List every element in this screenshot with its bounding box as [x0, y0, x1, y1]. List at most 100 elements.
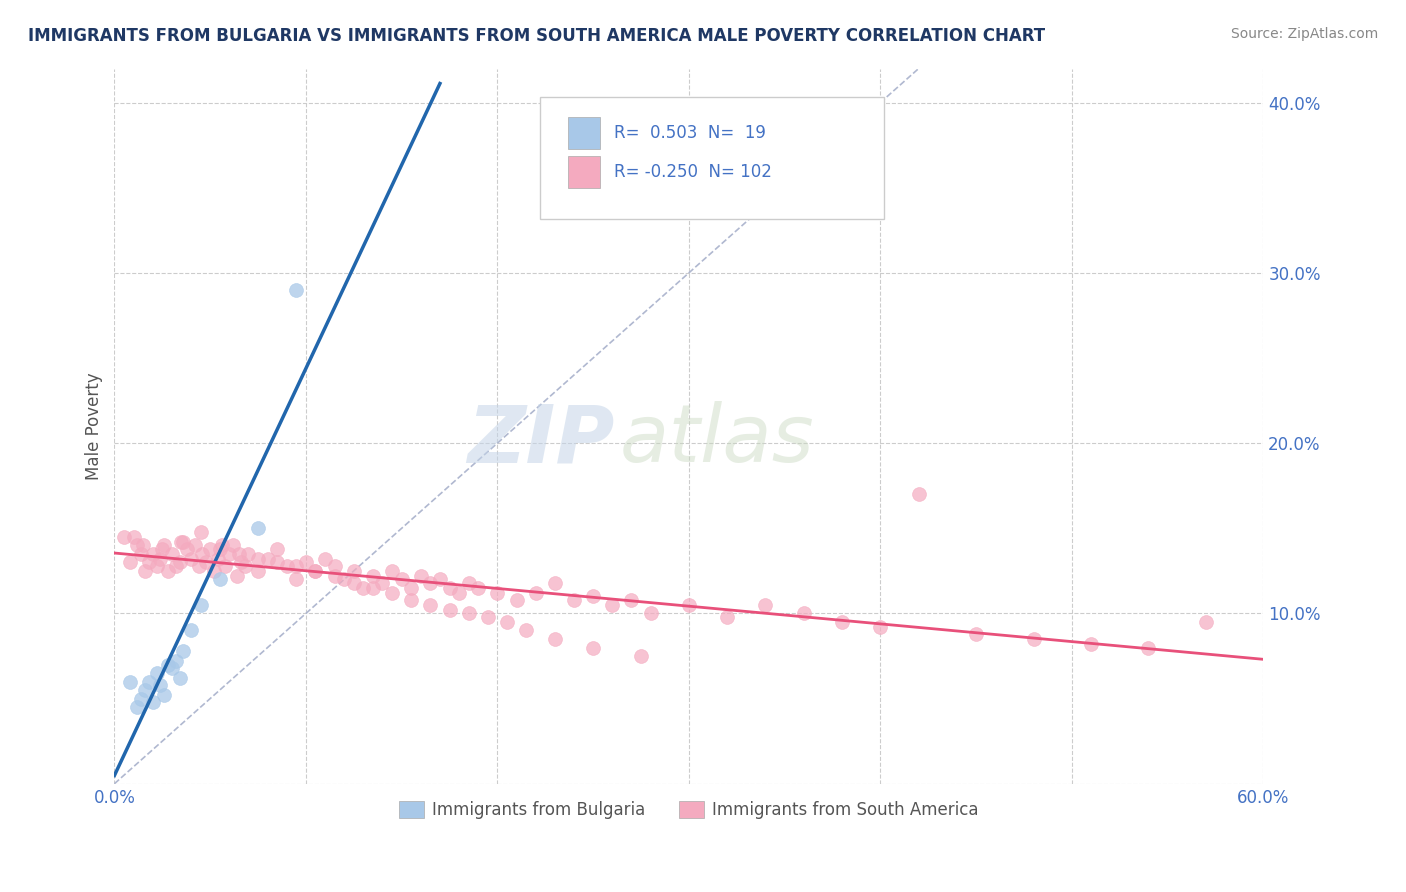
Point: [153, 538, 176, 552]
Point: [419, 598, 441, 612]
Point: [831, 615, 853, 629]
Point: [429, 573, 451, 587]
Point: [127, 700, 149, 714]
Point: [361, 581, 384, 595]
Point: [544, 632, 567, 646]
Text: R= -0.250  N= 102: R= -0.250 N= 102: [614, 163, 772, 181]
Point: [176, 541, 198, 556]
Point: [524, 586, 547, 600]
Point: [515, 624, 537, 638]
Text: R=  0.503  N=  19: R= 0.503 N= 19: [614, 124, 766, 142]
Bar: [568, 117, 600, 149]
Point: [132, 538, 155, 552]
Point: [226, 569, 249, 583]
Point: [129, 691, 152, 706]
Point: [190, 598, 212, 612]
Point: [323, 569, 346, 583]
Point: [170, 535, 193, 549]
Point: [314, 552, 336, 566]
Point: [198, 541, 221, 556]
Point: [211, 538, 233, 552]
Point: [285, 558, 308, 573]
Point: [678, 598, 700, 612]
Point: [562, 592, 585, 607]
Point: [457, 575, 479, 590]
Point: [467, 581, 489, 595]
Point: [793, 607, 815, 621]
Point: [399, 581, 422, 595]
Point: [180, 552, 202, 566]
Point: [149, 678, 172, 692]
Point: [142, 695, 165, 709]
Point: [160, 547, 183, 561]
Point: [247, 564, 270, 578]
Point: [343, 564, 366, 578]
Point: [1022, 632, 1045, 646]
Point: [138, 555, 160, 569]
Point: [153, 688, 176, 702]
Point: [496, 615, 519, 629]
Point: [165, 654, 187, 668]
Point: [160, 661, 183, 675]
Point: [202, 564, 225, 578]
Point: [266, 541, 288, 556]
Point: [333, 573, 356, 587]
Point: [142, 547, 165, 561]
Point: [112, 530, 135, 544]
Point: [352, 581, 374, 595]
Point: [409, 569, 432, 583]
Text: IMMIGRANTS FROM BULGARIA VS IMMIGRANTS FROM SOUTH AMERICA MALE POVERTY CORRELATI: IMMIGRANTS FROM BULGARIA VS IMMIGRANTS F…: [28, 27, 1045, 45]
Point: [582, 640, 605, 655]
Point: [165, 558, 187, 573]
FancyBboxPatch shape: [540, 97, 884, 219]
Point: [118, 555, 141, 569]
Point: [754, 598, 776, 612]
Point: [233, 558, 256, 573]
Point: [184, 538, 207, 552]
Text: atlas: atlas: [620, 401, 814, 479]
Point: [190, 524, 212, 539]
Point: [439, 581, 461, 595]
Point: [218, 547, 240, 561]
Point: [127, 538, 149, 552]
Point: [191, 547, 214, 561]
Point: [208, 573, 231, 587]
Point: [150, 541, 173, 556]
Point: [1080, 637, 1102, 651]
Point: [145, 666, 167, 681]
Point: [381, 564, 404, 578]
Point: [1137, 640, 1160, 655]
Y-axis label: Male Poverty: Male Poverty: [86, 372, 103, 480]
Point: [214, 558, 236, 573]
Point: [195, 555, 218, 569]
Point: [361, 569, 384, 583]
Point: [247, 552, 270, 566]
Point: [228, 547, 250, 561]
Point: [399, 592, 422, 607]
Point: [505, 592, 527, 607]
Point: [169, 671, 191, 685]
Point: [172, 535, 194, 549]
Point: [222, 538, 245, 552]
Point: [419, 575, 441, 590]
Point: [439, 603, 461, 617]
Point: [134, 683, 156, 698]
Point: [582, 590, 605, 604]
Point: [187, 558, 209, 573]
Bar: [568, 156, 600, 188]
Point: [149, 552, 172, 566]
Point: [965, 627, 987, 641]
Point: [304, 564, 326, 578]
Point: [343, 575, 366, 590]
Point: [238, 547, 260, 561]
Point: [600, 598, 623, 612]
Point: [1195, 615, 1218, 629]
Point: [157, 657, 180, 672]
Point: [285, 573, 308, 587]
Point: [118, 674, 141, 689]
Point: [295, 555, 318, 569]
Point: [266, 555, 288, 569]
Point: [285, 283, 308, 297]
Point: [477, 610, 499, 624]
Point: [169, 555, 191, 569]
